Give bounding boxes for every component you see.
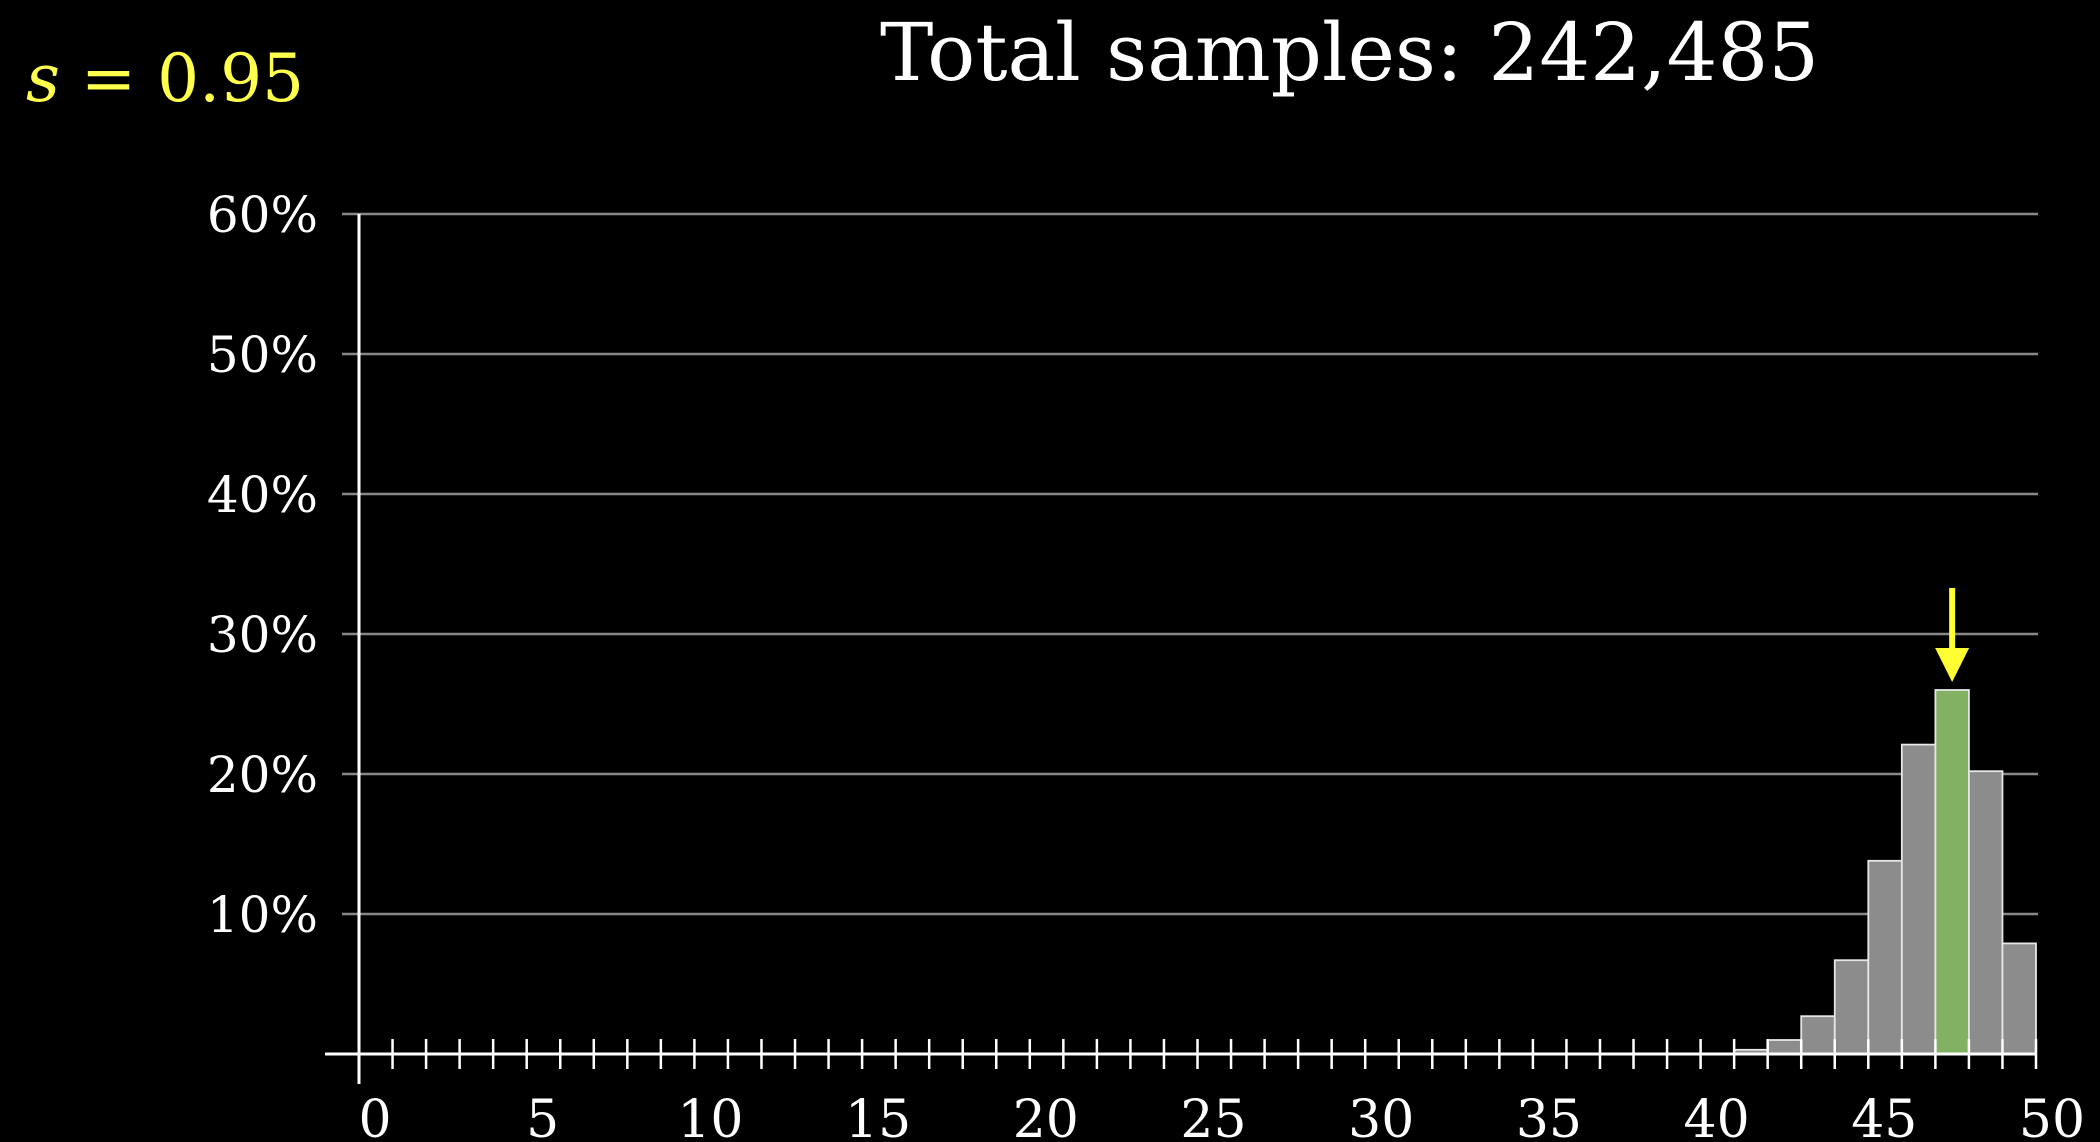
axes [325, 214, 2038, 1084]
x-tick-label: 0 [358, 1090, 391, 1142]
x-tick-label: 5 [526, 1090, 559, 1142]
title-label: Total samples: [880, 6, 1463, 99]
x-tick-label: 10 [677, 1090, 743, 1142]
histogram-bar [2001, 942, 2037, 1055]
y-tick-label: 60% [207, 186, 318, 244]
x-tick-label: 25 [1180, 1090, 1246, 1142]
x-tick-label: 20 [1013, 1090, 1079, 1142]
parameter-symbol: s [26, 40, 60, 117]
histogram-bar [1900, 743, 1937, 1055]
highlight-arrow [1935, 588, 1970, 682]
y-tick-label: 10% [207, 886, 318, 944]
histogram-bars [1733, 689, 2037, 1055]
histogram-bar [1968, 770, 2004, 1055]
y-tick-label: 50% [207, 326, 318, 384]
histogram-bar [1800, 1015, 1836, 1055]
x-tick-label: 15 [845, 1090, 911, 1142]
y-tick-label: 20% [207, 746, 318, 804]
histogram-bar [1766, 1039, 1803, 1055]
x-axis-ticks: 0 5 10 15 20 25 30 35 40 45 50 [358, 1090, 2085, 1142]
x-tick-label: 35 [1516, 1090, 1582, 1142]
y-tick-label: 40% [207, 466, 318, 524]
parameter-equals: = [59, 40, 158, 117]
histogram-bar [1833, 959, 1870, 1055]
title-value: 242,485 [1488, 6, 1820, 99]
histogram-bar-highlighted [1934, 689, 1970, 1055]
x-tick-label: 30 [1348, 1090, 1414, 1142]
x-tick-label: 40 [1684, 1090, 1750, 1142]
x-tick-label: 50 [2019, 1090, 2085, 1142]
parameter-value: 0.95 [157, 40, 305, 117]
histogram-bar [1867, 859, 1903, 1055]
chart-title: Total samples: 242,485 [880, 6, 1819, 99]
parameter-label: s = 0.95 [26, 40, 304, 117]
x-tick-label: 45 [1851, 1090, 1917, 1142]
arrow-head [1935, 648, 1970, 682]
y-axis-ticks: 10% 20% 30% 40% 50% 60% [207, 186, 318, 944]
grid-lines [342, 212, 2038, 916]
y-tick-label: 30% [207, 606, 318, 664]
